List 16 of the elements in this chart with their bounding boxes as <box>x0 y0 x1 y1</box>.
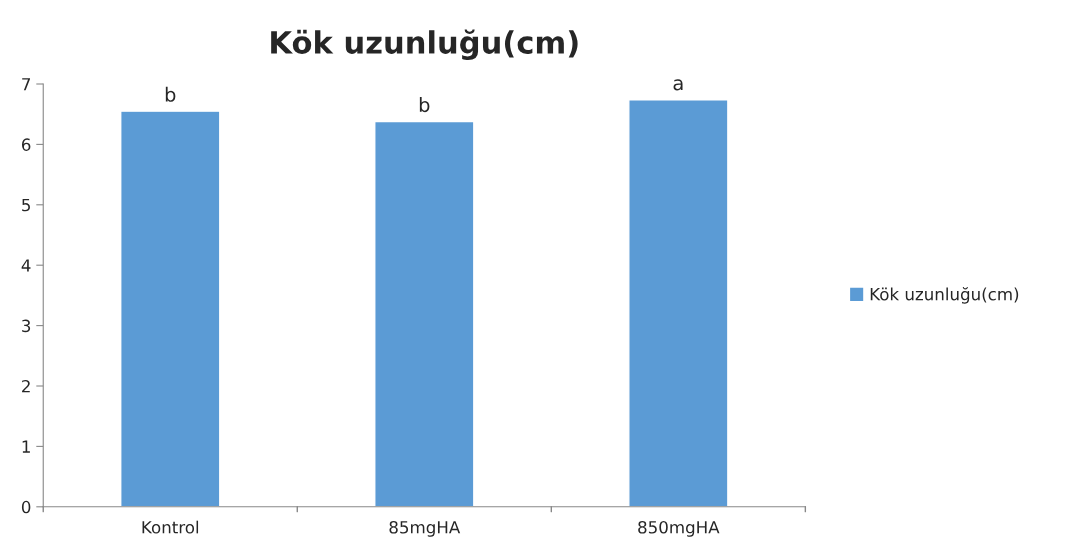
y-tick-label: 1 <box>22 440 30 453</box>
y-tick-label: 6 <box>21 138 31 151</box>
x-tick-label: Kontrol <box>142 520 199 534</box>
x-tick-label: 850mgHA <box>638 520 720 537</box>
y-tick-label: 7 <box>22 78 31 91</box>
x-tick-label: 85mgHA <box>389 520 461 537</box>
annotation: a <box>673 79 683 91</box>
y-tick-label: 5 <box>22 198 30 212</box>
y-tick-label: 2 <box>22 379 30 393</box>
y-tick-label: 3 <box>22 319 31 333</box>
legend-label: Kök uzunluğu(cm) <box>870 287 1019 304</box>
y-tick-label: 0 <box>21 500 31 514</box>
chart-title: Kök uzunluğu(cm) <box>271 29 578 61</box>
y-tick-label: 4 <box>21 259 31 272</box>
annotation: b <box>165 86 176 102</box>
annotation: b <box>419 97 430 113</box>
